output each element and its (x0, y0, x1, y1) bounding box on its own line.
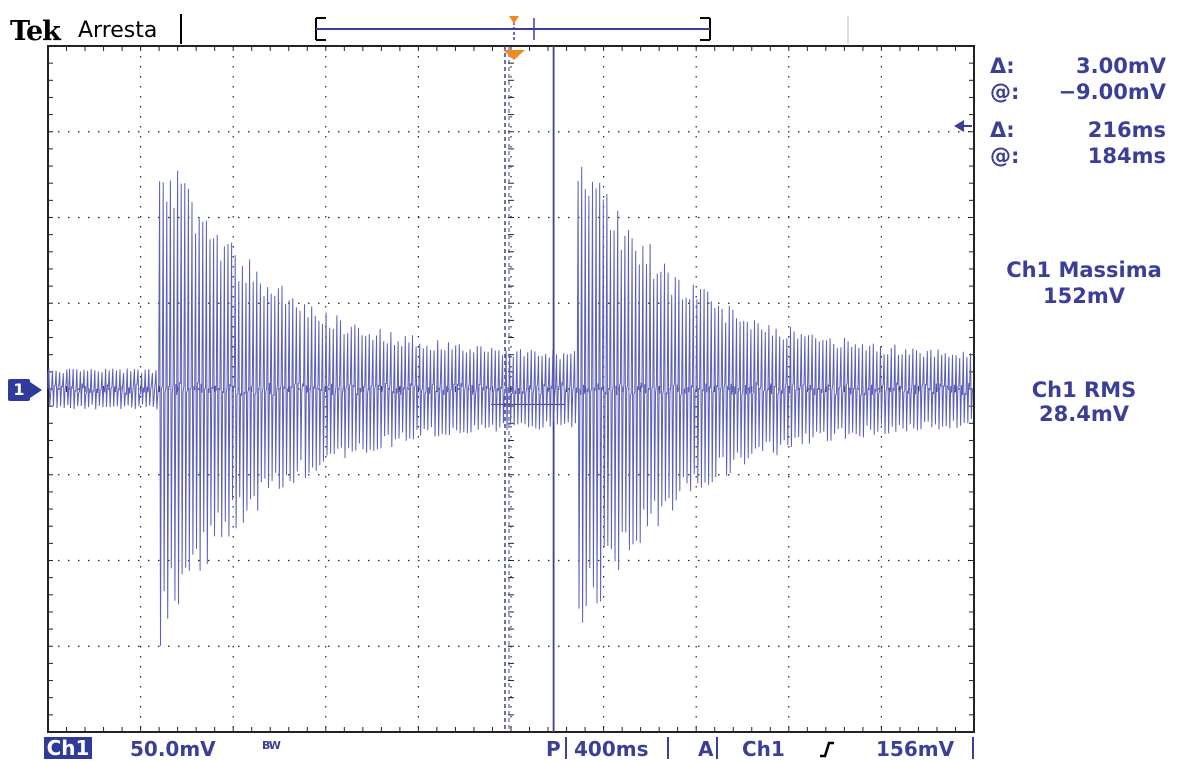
footer-separator (972, 737, 974, 759)
footer-separator (667, 737, 669, 759)
voltage-delta-label: Δ: (990, 54, 1015, 78)
acquisition-mode: P (546, 737, 561, 761)
channel-badge[interactable]: Ch1 (44, 737, 92, 759)
max-measurement-value: 152mV (1043, 284, 1125, 308)
time-delta-label: Δ: (990, 118, 1015, 142)
footer-separator (716, 737, 718, 759)
max-measurement-label: Ch1 Massima (1006, 258, 1162, 282)
status-separator (180, 14, 182, 44)
rms-measurement-value: 28.4mV (1039, 402, 1129, 426)
graticule (47, 45, 975, 733)
trigger-position-icon (503, 50, 525, 60)
time-at-label: @: (990, 144, 1020, 168)
time-per-div: 400ms (574, 737, 649, 761)
record-view-bar (315, 16, 849, 44)
voltage-at-label: @: (990, 80, 1020, 104)
voltage-at-value: −9.00mV (1058, 80, 1166, 104)
acquisition-status: Arresta (78, 18, 158, 43)
channel-1-marker: 1 (8, 379, 42, 401)
trigger-level: 156mV (876, 737, 955, 761)
bandwidth-limit-mark: BW (262, 739, 281, 752)
time-delta-value: 216ms (1087, 118, 1166, 142)
volts-per-div: 50.0mV (130, 737, 216, 761)
series-ch1-trace (47, 166, 974, 646)
brand-logo: Tek (10, 16, 61, 47)
trigger-slope-icon (820, 741, 834, 758)
record-trigger-icon (509, 16, 519, 24)
trigger-source: Ch1 (742, 737, 785, 761)
rms-measurement-label: Ch1 RMS (1031, 378, 1137, 402)
time-cursor-readout-arrow-icon (954, 120, 964, 132)
time-at-value: 184ms (1087, 144, 1166, 168)
trigger-mode: A (698, 737, 714, 761)
voltage-delta-value: 3.00mV (1076, 54, 1166, 78)
footer-separator (565, 737, 567, 759)
